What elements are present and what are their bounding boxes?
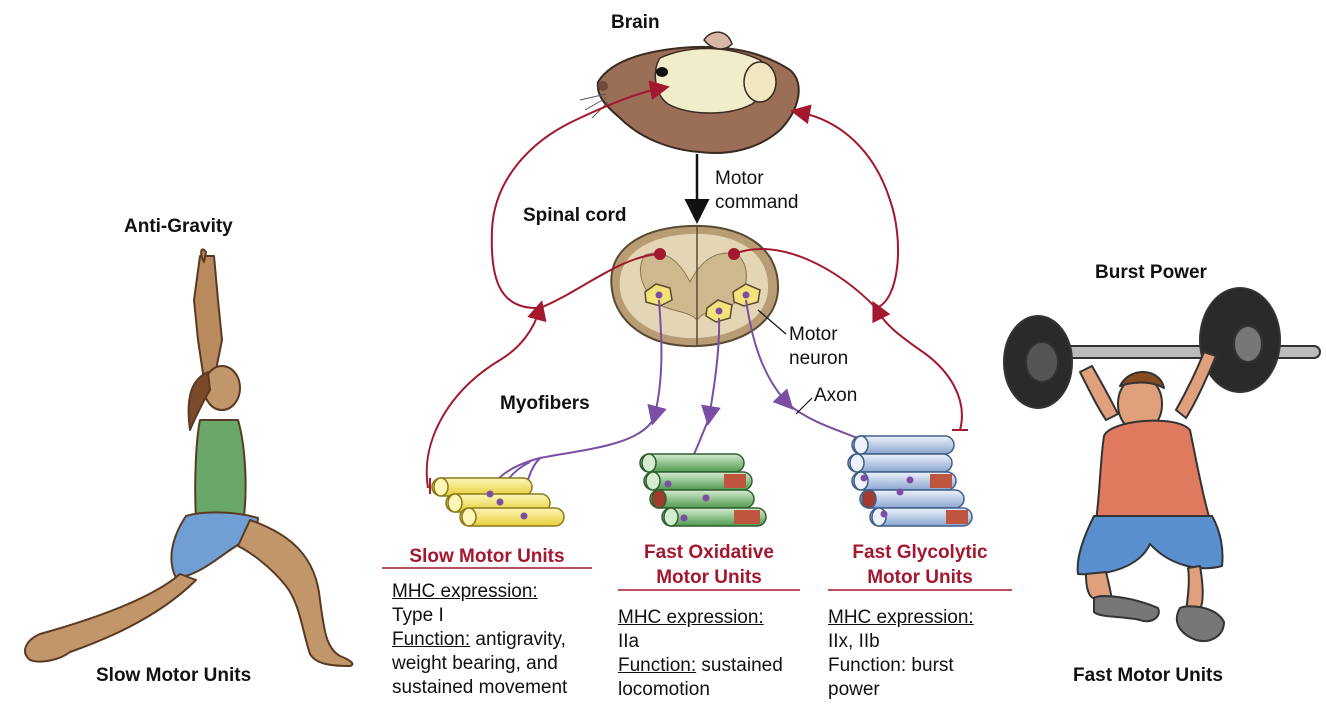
fast-glycolytic-title-line1: Fast Glycolytic [852, 542, 988, 563]
motor-command-label-line1: Motor [715, 168, 764, 189]
fast-oxidative-title: Fast Oxidative Motor Units [618, 540, 800, 590]
burst-power-label: Burst Power [1095, 262, 1207, 283]
fast-oxidative-function-line1: Function: sustained [618, 654, 783, 678]
slow-fiber-bundle [431, 477, 565, 527]
slow-function-label: Function: [392, 629, 471, 650]
fast-oxidative-function-label: Function: [618, 655, 697, 676]
fast-glycolytic-details: MHC expression: IIx, IIb Function: burst… [828, 606, 974, 702]
fast-glycolytic-function-label: Function: burst [828, 655, 954, 676]
spinal-cord-cross-section [610, 224, 780, 348]
fast-glycolytic-title: Fast Glycolytic Motor Units [828, 540, 1012, 590]
fast-oxidative-function-value-1: sustained [696, 655, 783, 676]
fast-glycolytic-mhc-value: IIx, IIb [828, 631, 880, 652]
myofibers-label: Myofibers [500, 393, 590, 414]
fast-glycolytic-function-value-2: power [828, 679, 880, 700]
anti-gravity-label: Anti-Gravity [124, 216, 233, 237]
fast-glycolytic-title-line2: Motor Units [867, 567, 973, 588]
motor-neuron-cell-bodies [644, 283, 761, 323]
yoga-woman-illustration [24, 248, 354, 667]
fast-oxidative-mhc-value: IIa [618, 631, 640, 652]
sensory-pathways [425, 80, 968, 494]
fast-motor-units-caption: Fast Motor Units [1073, 665, 1223, 686]
slow-motor-units-title: Slow Motor Units [409, 546, 565, 567]
fast-oxidative-details: MHC expression: IIa Function: sustained … [618, 606, 783, 702]
slow-mhc-value: Type I [392, 605, 444, 626]
spinal-cord-label: Spinal cord [523, 205, 627, 226]
motor-neuron-label-line1: Motor [789, 324, 838, 345]
slow-motor-units-details: MHC expression: Type I Function: antigra… [392, 580, 567, 700]
fast-oxidative-title-line1: Fast Oxidative [644, 542, 774, 563]
fast-oxidative-title-line2: Motor Units [656, 567, 762, 588]
motor-neuron-leader [757, 309, 787, 335]
slow-function-line1: Function: antigravity, [392, 628, 567, 652]
motor-neuron-label-line2: neuron [789, 348, 849, 369]
brain-label: Brain [611, 12, 660, 33]
motor-command-label-line2: command [715, 192, 799, 213]
rat-brain-illustration [579, 31, 800, 154]
slow-mhc-label: MHC expression: [392, 581, 538, 602]
fast-oxidative-fiber-bundle [639, 453, 767, 527]
weightlifter-illustration [1003, 287, 1321, 642]
fast-glycolytic-mhc-label: MHC expression: [828, 607, 974, 628]
fast-glycolytic-fiber-bundle [847, 435, 973, 527]
slow-motor-units-caption: Slow Motor Units [96, 665, 252, 686]
slow-function-value-1: antigravity, [470, 629, 566, 650]
axon-label: Axon [814, 385, 858, 406]
slow-function-value-3: sustained movement [392, 677, 568, 698]
fast-oxidative-function-value-2: locomotion [618, 679, 710, 700]
slow-function-value-2: weight bearing, and [392, 653, 558, 674]
fast-oxidative-mhc-label: MHC expression: [618, 607, 764, 628]
axon-leader [795, 397, 813, 415]
